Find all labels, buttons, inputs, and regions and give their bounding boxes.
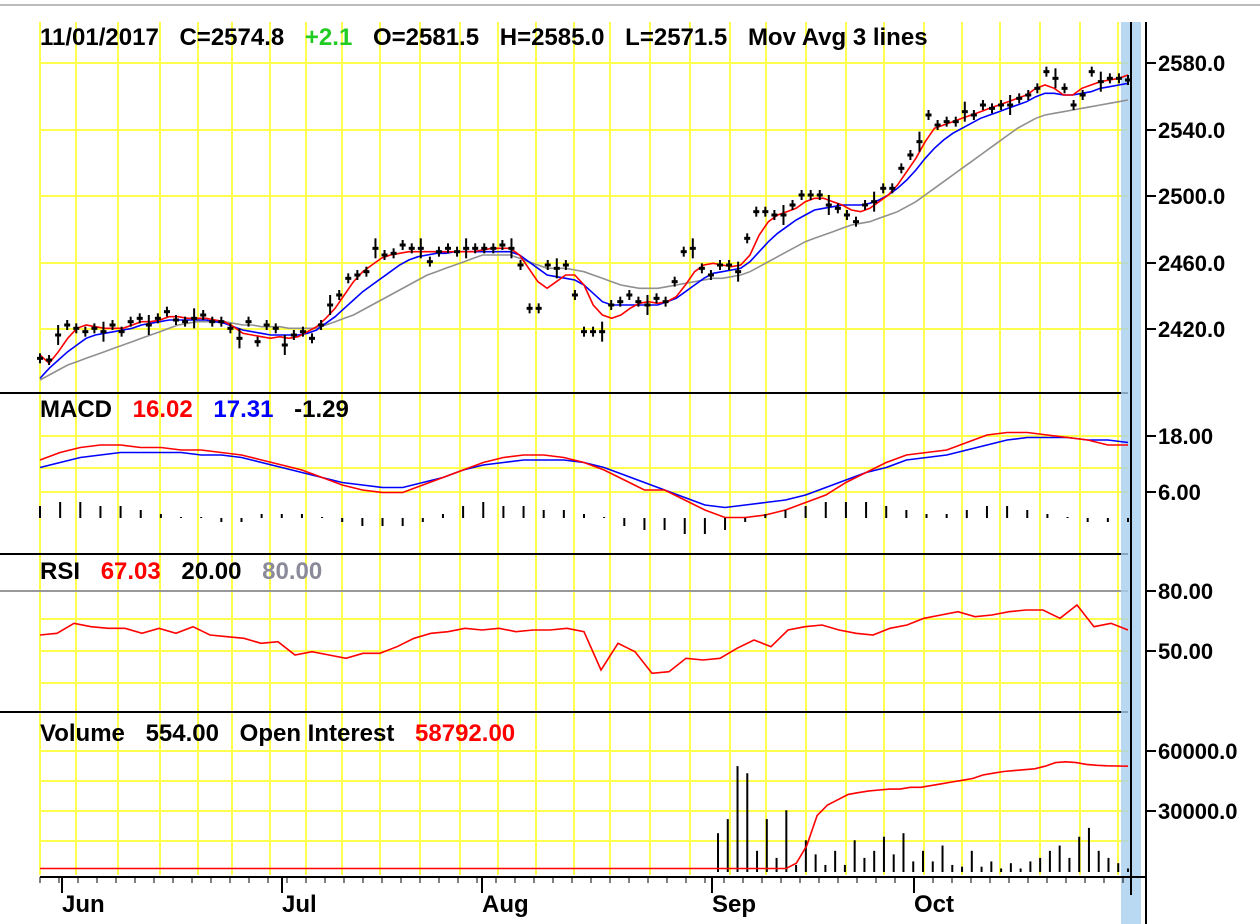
high-label: H=2585.0 xyxy=(499,24,605,51)
oi-title: Open Interest xyxy=(239,720,395,747)
y-tick-label: 50.00 xyxy=(1158,639,1213,664)
rsi-title: RSI xyxy=(40,558,81,585)
x-month-label: Aug xyxy=(482,891,529,918)
price-header: 11/01/2017 C=2574.8 +2.1 O=2581.5 H=2585… xyxy=(40,24,942,52)
volume-value: 554.00 xyxy=(145,720,219,747)
oi-value: 58792.00 xyxy=(415,720,516,747)
y-axis: 2580.0 2540.0 2500.0 2460.0 2420.0 18.00 6.00 8… xyxy=(1145,22,1238,924)
panel-separators xyxy=(0,4,1260,713)
macd-header: MACD 16.02 17.31 -1.29 xyxy=(40,396,363,424)
rsi-panel xyxy=(39,603,1129,675)
date-label: 11/01/2017 xyxy=(40,24,159,51)
y-tick-label: 2420.0 xyxy=(1158,317,1225,342)
low-label: L=2571.5 xyxy=(625,24,728,51)
y-tick-label: 6.00 xyxy=(1158,480,1201,505)
x-axis: Jun Jul Aug Sep Oct xyxy=(39,876,1146,918)
y-tick-label: 80.00 xyxy=(1158,579,1213,604)
macd-panel xyxy=(39,431,1129,534)
rsi-value: 67.03 xyxy=(100,558,161,585)
study-label: Mov Avg 3 lines xyxy=(747,24,928,51)
rsi-header: RSI 67.03 20.00 80.00 xyxy=(40,558,336,586)
y-tick-label: 18.00 xyxy=(1158,424,1213,449)
x-month-label: Jul xyxy=(282,891,317,918)
rsi-line xyxy=(39,603,1129,675)
x-month-label: Sep xyxy=(712,891,756,918)
macd-title: MACD xyxy=(40,396,112,423)
volume-title: Volume xyxy=(40,720,125,747)
hist-value: -1.29 xyxy=(294,396,349,423)
macd-line xyxy=(39,431,1128,519)
y-tick-label: 30000.0 xyxy=(1158,799,1238,824)
x-month-label: Jun xyxy=(62,891,105,918)
price-panel xyxy=(37,66,1131,381)
open-interest-line xyxy=(40,760,1129,870)
y-tick-label: 2540.0 xyxy=(1158,118,1225,143)
signal-value: 17.31 xyxy=(213,396,274,423)
cursor-line[interactable] xyxy=(1121,22,1141,924)
open-label: O=2581.5 xyxy=(372,24,480,51)
rsi-lower: 20.00 xyxy=(181,558,242,585)
y-tick-label: 2460.0 xyxy=(1158,251,1225,276)
y-tick-label: 2580.0 xyxy=(1158,51,1225,76)
grid-lines xyxy=(39,22,1128,875)
close-label: C=2574.8 xyxy=(179,24,285,51)
macd-value: 16.02 xyxy=(132,396,193,423)
rsi-upper: 80.00 xyxy=(262,558,323,585)
x-month-label: Oct xyxy=(914,891,954,918)
y-tick-label: 60000.0 xyxy=(1158,739,1238,764)
volume-panel xyxy=(40,760,1129,872)
change-label: +2.1 xyxy=(304,24,353,51)
volume-header: Volume 554.00 Open Interest 58792.00 xyxy=(40,720,529,748)
y-tick-label: 2500.0 xyxy=(1158,184,1225,209)
